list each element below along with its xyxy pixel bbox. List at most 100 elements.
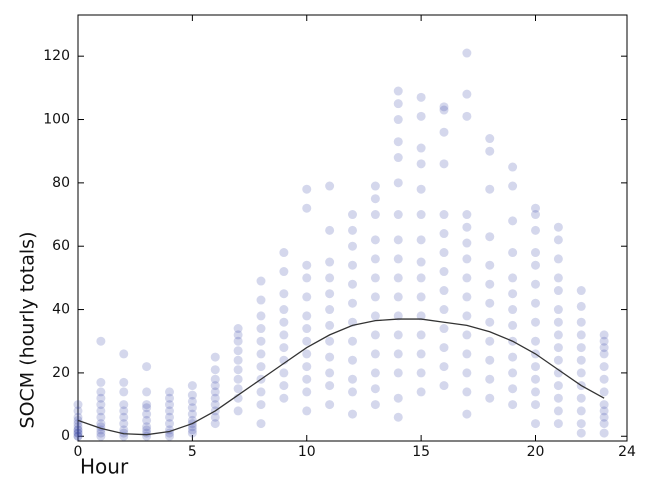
point [416,330,426,340]
point [96,419,106,429]
point [393,210,403,220]
point [462,48,472,58]
y-tick-label: 20 [52,365,70,381]
point [256,349,266,359]
point [210,381,220,391]
point [96,406,106,416]
point [531,225,540,235]
point [416,311,426,321]
plot-frame [77,14,628,442]
y-tick-label: 60 [52,238,70,254]
point [393,273,403,283]
point [325,289,335,299]
point [142,400,152,410]
point [576,355,586,365]
point [462,387,472,397]
point [370,181,380,191]
x-tick-label: 5 [188,444,197,460]
point [302,349,312,359]
point [439,381,449,391]
point [302,362,312,372]
point [142,387,152,397]
point [553,254,563,264]
x-axis-label: Hour [80,455,129,479]
point [439,248,449,258]
point [370,400,380,410]
point [553,355,563,365]
point [256,324,266,334]
point [279,343,289,353]
point [348,355,357,365]
point [165,406,174,416]
point [187,428,197,438]
point [393,368,403,378]
point [348,279,357,289]
point [485,317,495,327]
point [302,311,312,321]
point [325,352,335,362]
point [416,184,426,194]
point [325,257,335,267]
x-tick-label: 20 [527,444,545,460]
point [279,305,289,315]
point [348,225,357,235]
y-tick-label: 0 [61,428,70,444]
point [531,279,540,289]
point [187,381,197,391]
point [599,387,609,397]
point [508,384,518,394]
point [531,203,540,213]
point [370,235,380,245]
point [187,396,197,406]
point [416,257,426,267]
point [462,238,472,248]
point [553,406,563,416]
point [553,330,563,340]
point [508,305,518,315]
point [325,381,335,391]
point [256,419,266,429]
point [325,336,335,346]
point [485,336,495,346]
point [165,387,174,397]
point [416,210,426,220]
point [370,384,380,394]
point [553,222,563,232]
point [531,298,540,308]
point [508,273,518,283]
point [416,235,426,245]
point [256,295,266,305]
point [439,102,449,112]
x-tick-label: 0 [74,444,83,460]
point [210,419,220,429]
point [462,273,472,283]
fit-line [77,318,605,436]
point [462,89,472,99]
point [508,181,518,191]
point [210,374,220,384]
point [439,343,449,353]
point [279,393,289,403]
point [348,336,357,346]
point [531,362,540,372]
point [508,216,518,226]
point [416,159,426,169]
point [279,289,289,299]
point [553,343,563,353]
point [210,387,220,397]
point [142,425,152,435]
point [393,153,403,163]
point [348,241,357,251]
y-tick-label: 100 [43,112,70,128]
point [485,374,495,384]
point [142,422,152,432]
point [508,248,518,258]
point [439,229,449,239]
point [531,248,540,258]
point [119,387,129,397]
point [599,412,609,422]
point [393,178,403,188]
point [73,400,83,410]
point [416,349,426,359]
point [256,276,266,286]
